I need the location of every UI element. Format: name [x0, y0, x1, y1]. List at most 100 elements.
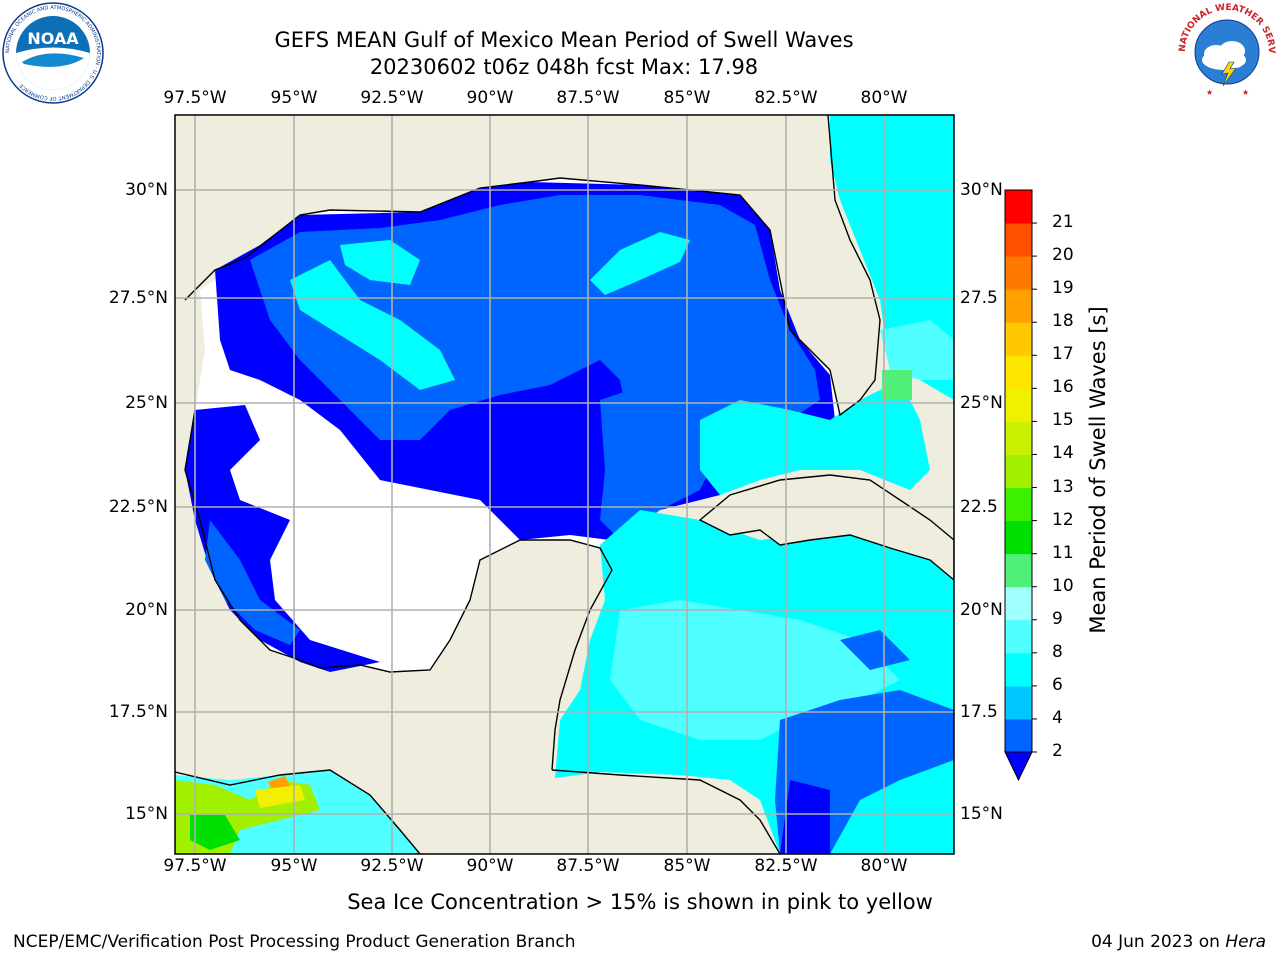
lat-label-right: 22.5	[960, 497, 998, 517]
lon-label-bottom: 95°W	[270, 856, 318, 876]
pacific-field-yellow	[255, 785, 305, 808]
colorbar	[1004, 189, 1037, 782]
nws-logo: NATIONAL WEATHER SERVICE ★ ★	[1176, 2, 1276, 100]
footer-date-text: 04 Jun 2023 on	[1091, 932, 1226, 952]
colorbar-tick-label: 6	[1052, 674, 1063, 695]
lat-label-left: 22.5°N	[108, 497, 168, 517]
swell-field-caribbean-blue	[840, 630, 910, 670]
colorbar-tick-label: 4	[1052, 707, 1063, 728]
lat-label-left: 30°N	[125, 180, 168, 200]
noaa-logo: NATIONAL OCEANIC AND ATMOSPHERIC ADMINIS…	[2, 2, 104, 104]
lon-label-top: 92.5°W	[360, 88, 424, 108]
lat-label-right: 30°N	[960, 180, 1003, 200]
colorbar-tick-label: 9	[1052, 608, 1063, 629]
footer-date: 04 Jun 2023 on Hera	[1091, 932, 1266, 952]
swell-field-2-4-west	[205, 520, 300, 645]
colorbar-tick-label: 20	[1052, 245, 1074, 266]
coastline-mexico-west	[184, 409, 613, 771]
lon-label-top: 82.5°W	[754, 88, 818, 108]
coastline-pacific	[175, 769, 421, 854]
graticule	[175, 115, 954, 854]
colorbar-tick-label: 11	[1052, 542, 1074, 563]
colorbar-tick-label: 16	[1052, 377, 1074, 398]
colorbar-swatch	[1005, 586, 1032, 621]
colorbar-tick-label: 12	[1052, 509, 1074, 530]
swell-field-9-10-patch	[882, 370, 912, 400]
colorbar-tick-label: 18	[1052, 311, 1074, 332]
lon-label-bottom: 90°W	[466, 856, 514, 876]
swell-field-caribbean-under	[780, 780, 830, 854]
colorbar-swatch	[1005, 322, 1032, 356]
lon-label-bottom: 82.5°W	[754, 856, 818, 876]
footer-machine: Hera	[1225, 932, 1266, 952]
lon-label-bottom: 85°W	[663, 856, 711, 876]
colorbar-swatch	[1005, 652, 1032, 687]
colorbar-frame	[1004, 189, 1033, 753]
svg-text:★: ★	[1206, 88, 1213, 97]
colorbar-swatch	[1005, 520, 1032, 555]
colorbar-tick-label: 21	[1052, 212, 1074, 233]
lat-label-right: 25°N	[960, 393, 1003, 413]
lon-label-bottom: 80°W	[860, 856, 908, 876]
footer-branch: NCEP/EMC/Verification Post Processing Pr…	[13, 932, 576, 952]
lat-label-right: 20°N	[960, 600, 1003, 620]
swell-field-4-6-n	[340, 240, 420, 285]
lon-label-bottom: 97.5°W	[163, 856, 227, 876]
colorbar-swatch	[1005, 718, 1032, 753]
colorbar-tick-label: 15	[1052, 410, 1074, 431]
colorbar-swatch	[1005, 487, 1032, 522]
colorbar-tick-label: 13	[1052, 476, 1074, 497]
colorbar-swatch	[1005, 685, 1032, 720]
map-frame	[174, 114, 955, 855]
colorbar-tick-label: 19	[1052, 278, 1074, 299]
colorbar-swatch	[1005, 388, 1032, 422]
lat-label-left: 25°N	[125, 393, 168, 413]
lon-label-bottom: 87.5°W	[556, 856, 620, 876]
coastline-us-mexico	[184, 115, 881, 417]
swell-field-2-4-south	[600, 380, 720, 540]
lat-label-left: 20°N	[125, 600, 168, 620]
lat-label-right: 27.5	[960, 288, 998, 308]
colorbar-swatch	[1005, 619, 1032, 654]
lon-label-bottom: 92.5°W	[360, 856, 424, 876]
coastline-cuba	[698, 474, 954, 581]
lat-label-left: 17.5°N	[108, 702, 168, 722]
lon-label-top: 95°W	[270, 88, 318, 108]
colorbar-tick-label: 17	[1052, 344, 1074, 365]
swell-field-4-6-ne	[590, 232, 690, 295]
lat-label-left: 15°N	[125, 804, 168, 824]
colorbar-swatch	[1005, 553, 1032, 588]
coastline-central-america	[551, 769, 781, 854]
colorbar-swatch	[1005, 289, 1032, 323]
pacific-field-green	[190, 815, 240, 850]
lat-label-right: 15°N	[960, 804, 1003, 824]
swell-field-atlantic-6-8	[880, 320, 954, 380]
colorbar-tick-label: 2	[1052, 741, 1063, 761]
lon-label-top: 97.5°W	[163, 88, 227, 108]
lon-label-top: 87.5°W	[556, 88, 620, 108]
swell-field-4-6-straits	[700, 380, 930, 495]
chart-title: GEFS MEAN Gulf of Mexico Mean Period of …	[274, 28, 854, 52]
colorbar-tick-label: 10	[1052, 575, 1074, 596]
colorbar-swatch	[1005, 454, 1032, 489]
sea-ice-note: Sea Ice Concentration > 15% is shown in …	[347, 890, 933, 914]
forecast-subtitle: 20230602 t06z 048h fcst Max: 17.98	[369, 55, 759, 79]
swell-field-4-6-nw	[290, 260, 455, 390]
colorbar-swatch	[1005, 421, 1032, 455]
colorbar-swatch	[1005, 355, 1032, 389]
colorbar-swatch	[1005, 190, 1032, 224]
lat-label-left: 27.5°N	[108, 288, 168, 308]
colorbar-under-arrow	[1004, 751, 1033, 782]
colorbar-tick-label: 14	[1052, 443, 1074, 464]
noaa-wordmark: NOAA	[27, 29, 79, 48]
lat-label-right: 17.5	[960, 702, 998, 722]
lon-label-top: 90°W	[466, 88, 514, 108]
colorbar-label: Mean Period of Swell Waves [s]	[1086, 306, 1110, 634]
colorbar-swatch	[1005, 256, 1032, 290]
svg-text:★: ★	[1242, 88, 1249, 97]
colorbar-swatch	[1005, 223, 1032, 257]
lon-label-top: 80°W	[860, 88, 908, 108]
colorbar-tick-label: 8	[1052, 641, 1063, 662]
lon-label-top: 85°W	[663, 88, 711, 108]
